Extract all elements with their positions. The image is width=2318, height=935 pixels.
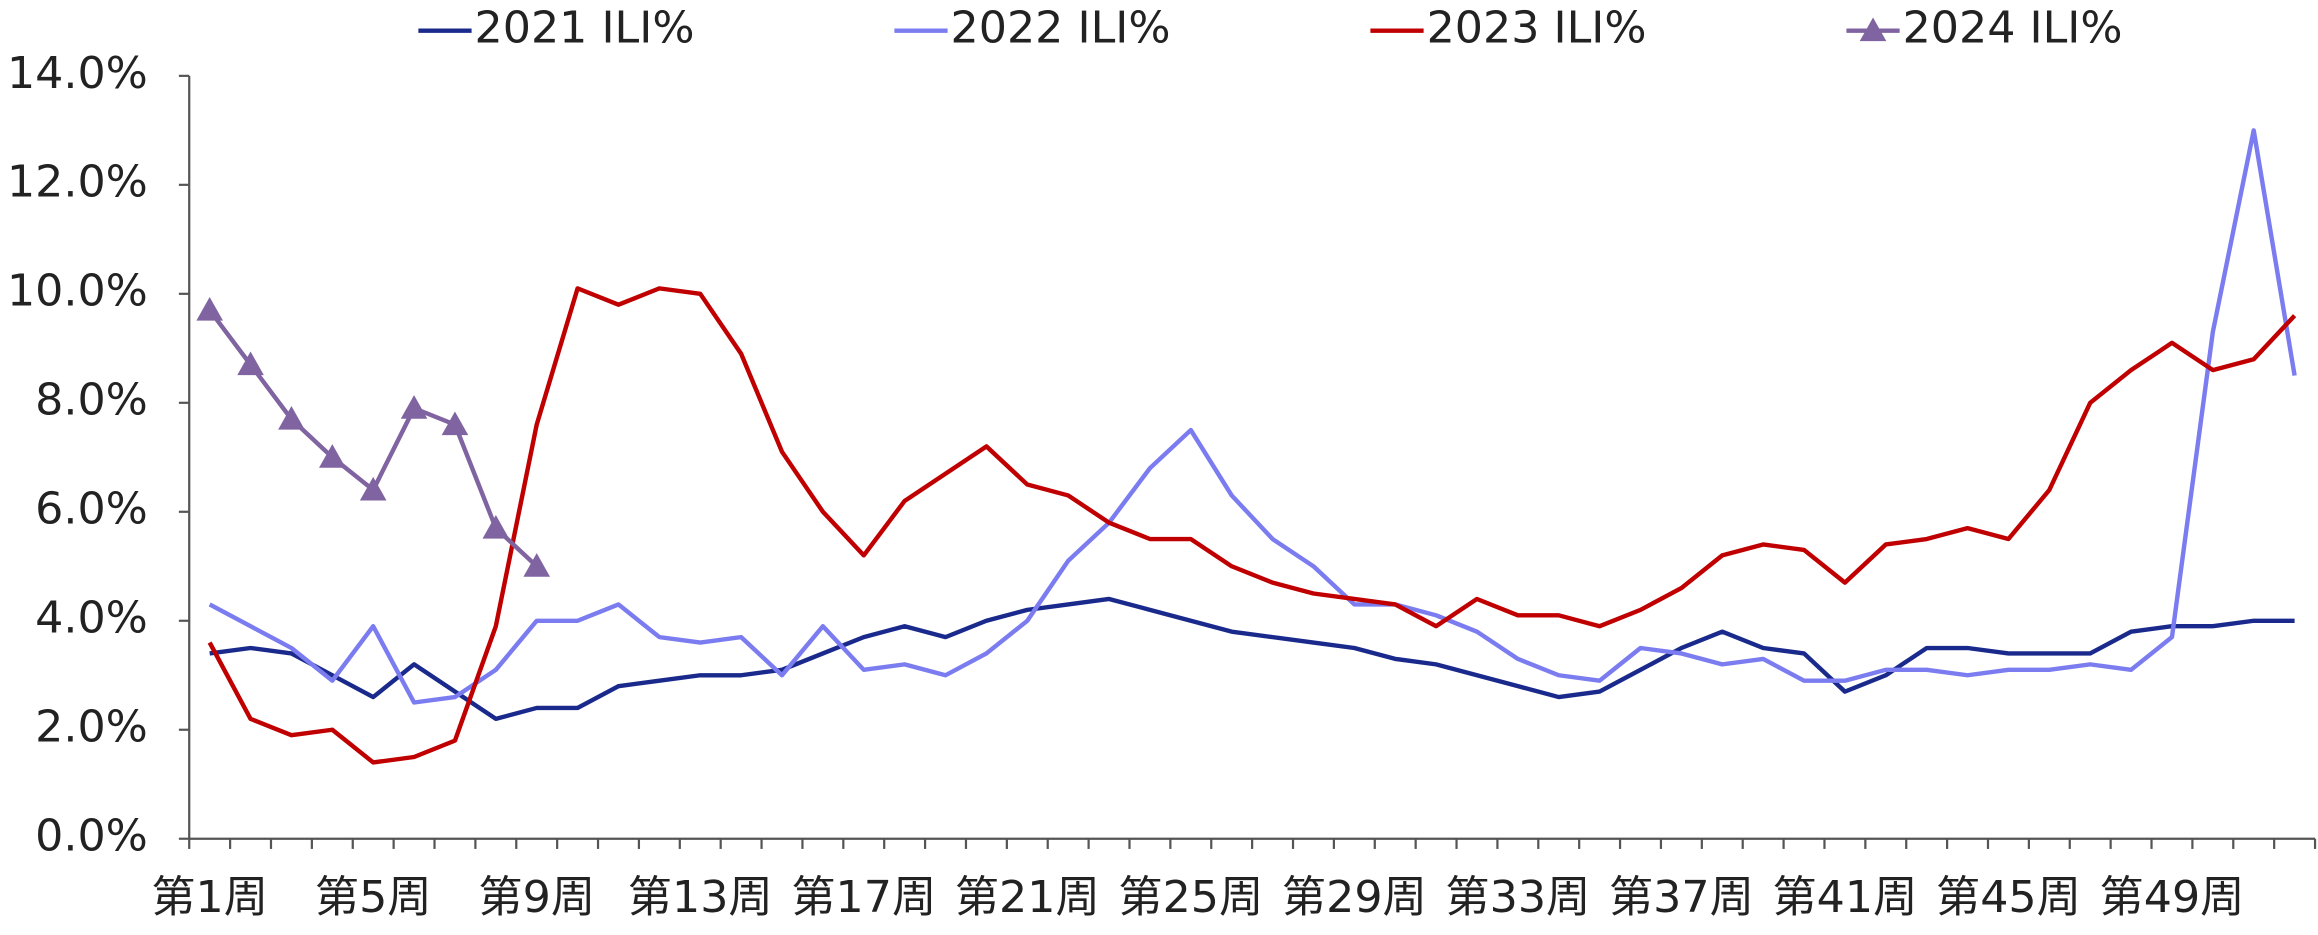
series-marker — [359, 476, 387, 501]
x-tick-label: 第1周 — [151, 872, 268, 923]
series-marker — [523, 553, 551, 577]
x-tick-label: 第25周 — [1118, 872, 1263, 923]
x-tick-label: 第17周 — [791, 872, 936, 923]
series-line — [208, 128, 2297, 705]
x-tick-label: 第5周 — [315, 872, 432, 923]
series-marker — [482, 515, 510, 539]
series-marker — [319, 444, 346, 468]
y-tick-label: 2.0% — [35, 702, 148, 753]
y-tick-label: 6.0% — [35, 484, 148, 535]
x-tick-label: 第21周 — [955, 872, 1100, 923]
series-line — [207, 286, 2297, 765]
series-marker — [278, 406, 305, 430]
y-tick-label: 12.0% — [7, 157, 148, 208]
legend-label: 2024 ILI% — [1903, 3, 2123, 54]
y-tick-label: 0.0% — [35, 811, 148, 862]
series-marker — [237, 351, 264, 376]
series-marker — [400, 395, 428, 419]
series-line — [209, 596, 2295, 722]
y-tick-label: 4.0% — [35, 593, 148, 644]
x-tick-label: 第41周 — [1772, 872, 1917, 923]
legend-marker — [1859, 17, 1887, 42]
x-tick-label: 第9周 — [478, 872, 595, 923]
x-tick-label: 第37周 — [1609, 872, 1754, 923]
x-tick-label: 第33周 — [1445, 872, 1590, 923]
series-marker — [196, 297, 223, 321]
x-tick-label: 第49周 — [2099, 872, 2244, 923]
y-tick-label: 10.0% — [7, 266, 148, 317]
x-tick-label: 第29周 — [1282, 872, 1427, 923]
legend-label: 2021 ILI% — [475, 3, 695, 54]
y-tick-label: 8.0% — [35, 375, 148, 426]
y-tick-label: 14.0% — [7, 48, 148, 99]
legend-label: 2023 ILI% — [1427, 3, 1647, 54]
legend-label: 2022 ILI% — [951, 3, 1171, 54]
series-line — [207, 308, 539, 568]
x-tick-label: 第45周 — [1936, 872, 2081, 923]
series-marker — [441, 411, 469, 436]
x-tick-label: 第13周 — [628, 872, 773, 923]
